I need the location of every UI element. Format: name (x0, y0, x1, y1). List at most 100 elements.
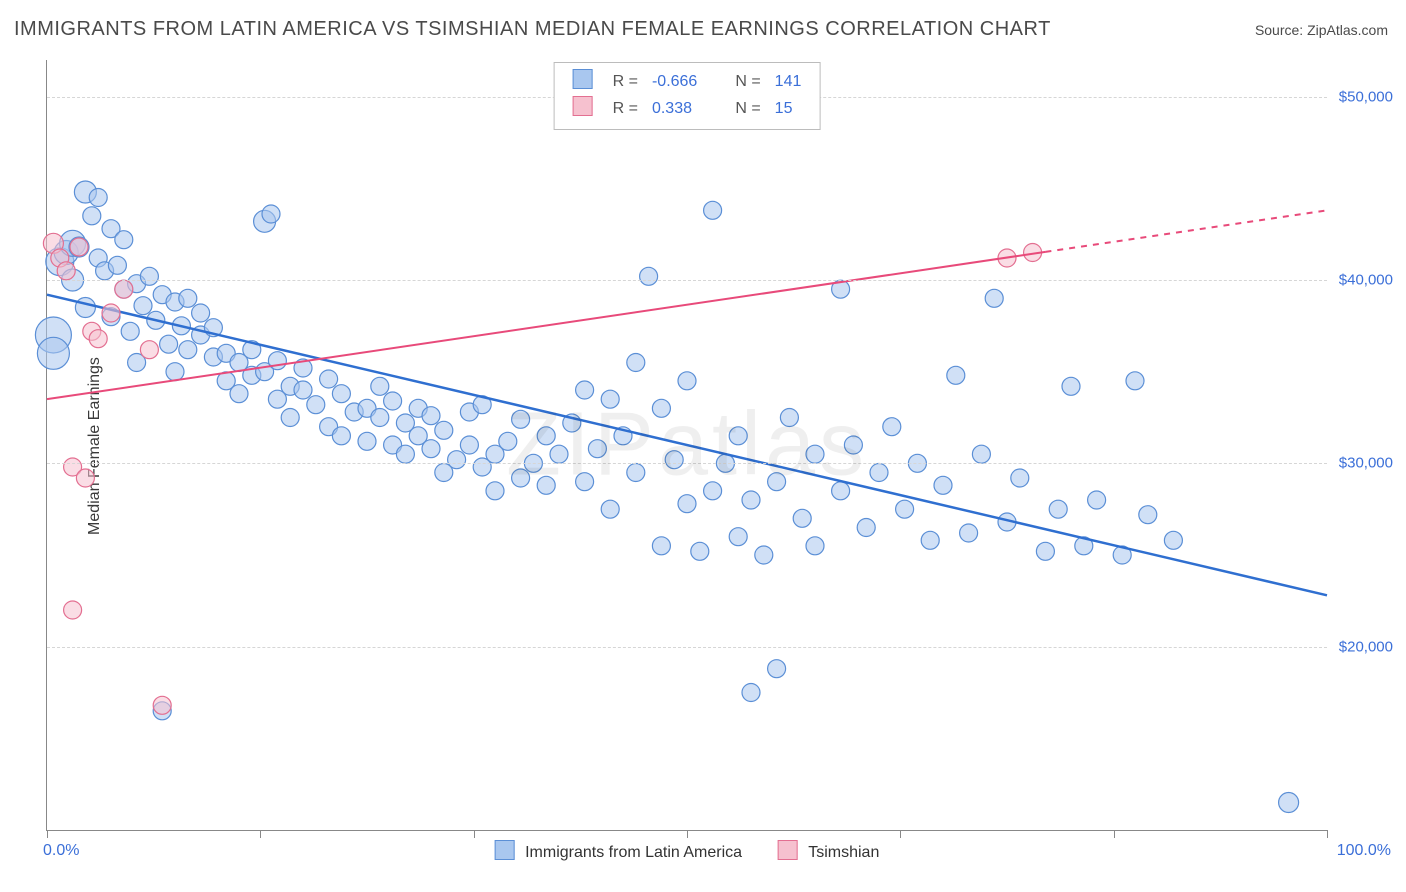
series-blue-point (652, 537, 670, 555)
series-pink-point (64, 601, 82, 619)
series-pink-point (115, 280, 133, 298)
series-blue-point (768, 660, 786, 678)
series-blue-point (652, 399, 670, 417)
series-blue-point (742, 684, 760, 702)
series-blue-point (844, 436, 862, 454)
x-axis-min-label: 0.0% (43, 842, 79, 860)
series-blue-point (179, 341, 197, 359)
series-blue-point (627, 464, 645, 482)
series-blue-trendline (47, 295, 1327, 596)
series-blue-point (755, 546, 773, 564)
series-blue-point (985, 289, 1003, 307)
series-blue-point (678, 372, 696, 390)
series-blue-point (857, 519, 875, 537)
series-blue-point (691, 542, 709, 560)
source-attribution: Source: ZipAtlas.com (1255, 22, 1388, 38)
chart-canvas (47, 60, 1327, 830)
series-blue-point (1049, 500, 1067, 518)
series-blue-point (332, 385, 350, 403)
series-blue-point (262, 205, 280, 223)
legend-row-pink: R = 0.338 N = 15 (567, 96, 808, 121)
series-blue-point (435, 421, 453, 439)
series-blue-point (166, 363, 184, 381)
series-blue-point (601, 390, 619, 408)
series-blue-point (294, 381, 312, 399)
y-tick-label: $40,000 (1333, 272, 1393, 289)
series-blue-point (576, 381, 594, 399)
legend-label-pink: Tsimshian (808, 844, 879, 861)
series-blue-point (512, 469, 530, 487)
series-blue-point (729, 427, 747, 445)
series-blue-point (588, 440, 606, 458)
series-pink-point (57, 262, 75, 280)
series-blue-point (768, 473, 786, 491)
series-blue-point (75, 298, 95, 318)
series-blue-point (384, 392, 402, 410)
x-axis-max-label: 100.0% (1337, 842, 1391, 860)
series-blue-point (1088, 491, 1106, 509)
series-blue-point (37, 337, 69, 369)
series-blue-point (1139, 506, 1157, 524)
series-blue-point (704, 482, 722, 500)
series-blue-point (947, 366, 965, 384)
series-blue-point (115, 231, 133, 249)
series-blue-point (960, 524, 978, 542)
series-blue-point (806, 537, 824, 555)
series-blue-point (192, 304, 210, 322)
swatch-blue-icon (495, 840, 515, 860)
series-blue-point (499, 432, 517, 450)
series-blue-point (576, 473, 594, 491)
series-blue-point (179, 289, 197, 307)
n-label: N = (729, 96, 766, 121)
series-pink-trendline (47, 252, 1045, 399)
series-blue-point (729, 528, 747, 546)
y-tick-label: $20,000 (1333, 638, 1393, 655)
series-blue-point (160, 335, 178, 353)
series-blue-point (678, 495, 696, 513)
series-blue-point (1279, 793, 1299, 813)
series-blue-point (537, 476, 555, 494)
series-pink-point (89, 330, 107, 348)
series-blue-point (281, 409, 299, 427)
series-blue-point (780, 409, 798, 427)
series-blue-point (934, 476, 952, 494)
legend-row-blue: R = -0.666 N = 141 (567, 69, 808, 94)
series-blue-point (601, 500, 619, 518)
series-legend: Immigrants from Latin America Tsimshian (495, 840, 880, 862)
series-pink-point (153, 696, 171, 714)
swatch-pink-icon (573, 96, 593, 116)
series-blue-point (806, 445, 824, 463)
series-blue-point (832, 482, 850, 500)
n-label: N = (729, 69, 766, 94)
series-blue-point (1126, 372, 1144, 390)
y-tick-label: $30,000 (1333, 455, 1393, 472)
r-label: R = (607, 96, 644, 121)
r-label: R = (607, 69, 644, 94)
series-blue-point (921, 531, 939, 549)
series-blue-point (422, 407, 440, 425)
series-blue-point (896, 500, 914, 518)
series-blue-point (358, 432, 376, 450)
series-blue-point (332, 427, 350, 445)
r-value-pink: 0.338 (646, 96, 703, 121)
series-blue-point (1164, 531, 1182, 549)
n-value-pink: 15 (769, 96, 808, 121)
series-blue-point (320, 370, 338, 388)
plot-area: ZIPatlas R = -0.666 N = 141 R = 0.338 N … (46, 60, 1327, 831)
series-blue-point (83, 207, 101, 225)
series-pink-trendline-extrapolated (1045, 210, 1327, 252)
series-blue-point (89, 189, 107, 207)
series-blue-point (1062, 377, 1080, 395)
chart-title: IMMIGRANTS FROM LATIN AMERICA VS TSIMSHI… (14, 18, 1051, 41)
series-blue-point (512, 410, 530, 428)
r-value-blue: -0.666 (646, 69, 703, 94)
series-blue-point (307, 396, 325, 414)
series-blue-point (870, 464, 888, 482)
series-blue-point (230, 385, 248, 403)
series-blue-point (140, 267, 158, 285)
series-pink-point (70, 238, 88, 256)
series-blue-point (396, 445, 414, 463)
series-blue-point (793, 509, 811, 527)
series-blue-point (627, 354, 645, 372)
series-blue-point (537, 427, 555, 445)
